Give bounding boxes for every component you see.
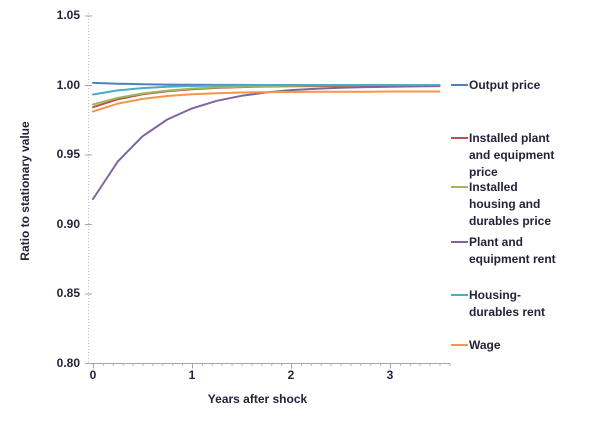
legend-label: Wage [469,338,501,352]
y-tick-label: 0.80 [56,356,80,370]
y-axis-title: Ratio to stationary value [18,121,32,261]
y-tick-label: 1.05 [56,8,80,22]
legend-label: Plant and equipment rent [469,235,556,266]
legend-item: Housing- durables rent [451,287,545,321]
series-line [92,90,441,113]
legend-line-marker [451,344,468,346]
x-axis-title: Years after shock [207,392,308,406]
x-tick-label: 0 [89,368,97,382]
legend-item: Wage [451,337,501,354]
chart-legend: Output price Installed plant and equipme… [451,0,599,425]
legend-label: Output price [469,78,541,92]
legend-line-marker [451,294,468,296]
x-tick-label: 2 [287,368,295,382]
x-tick-label: 3 [386,368,394,382]
series-line [92,85,441,200]
legend-label: Installed housing and durables price [469,180,552,228]
legend-line-marker [451,241,468,243]
legend-line-marker [451,137,468,139]
legend-item: Installed housing and durables price [451,179,551,230]
y-tick-label: 0.90 [56,217,80,231]
legend-line-marker [451,84,468,86]
y-tick-label: 0.85 [56,286,80,300]
x-tick-label: 1 [188,368,196,382]
legend-label: Housing- durables rent [469,288,546,319]
y-tick-label: 1.00 [56,78,80,92]
legend-label: Installed plant and equipment price [469,131,555,179]
legend-item: Output price [451,77,540,94]
y-tick-label: 0.95 [56,147,80,161]
legend-line-marker [451,186,468,188]
series-line [92,84,441,96]
legend-item: Plant and equipment rent [451,234,556,268]
legend-item: Installed plant and equipment price [451,130,554,181]
